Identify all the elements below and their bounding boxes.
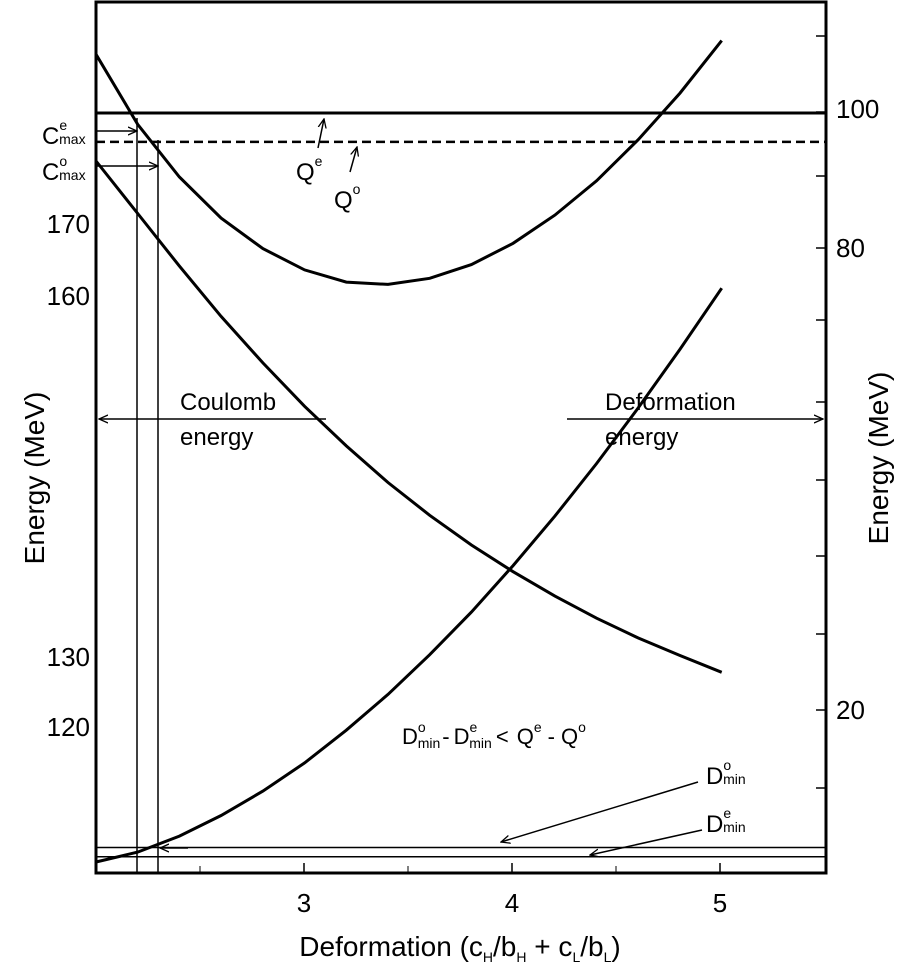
- x-tick-label-3: 3: [297, 888, 311, 918]
- d-min-e-label: De min: [706, 805, 746, 838]
- q-o-label: Qo: [334, 181, 361, 214]
- x-tick-label-4: 4: [505, 888, 519, 918]
- left-tick-label-130: 130: [47, 642, 90, 672]
- q-o-arrow: [349, 147, 357, 173]
- c-max-e-label: Ce max: [42, 117, 86, 150]
- x-axis-title: Deformation (cH/bH + cL/bL): [299, 931, 620, 965]
- q-e-label: Qe: [296, 153, 323, 186]
- d-min-o-arrow: [501, 781, 699, 842]
- c-max-o-label: Co max: [42, 153, 86, 186]
- q-e-arrow: [317, 119, 324, 149]
- deformation-label-line1: Deformation: [605, 389, 736, 416]
- right-tick-label-80: 80: [836, 233, 865, 263]
- right-axis-title: Energy (MeV): [863, 372, 894, 545]
- right-tick-label-20: 20: [836, 695, 865, 725]
- d-min-e-arrow: [590, 829, 703, 855]
- coulomb-label-line2: energy: [180, 424, 253, 451]
- plot-frame: [94, 0, 828, 875]
- bottom-axis-ticks: [199, 863, 721, 873]
- x-tick-label-5: 5: [713, 888, 727, 918]
- total-energy-curve: [94, 39, 723, 286]
- d-min-o-label: Do min: [706, 757, 746, 790]
- right-axis-ticks: [816, 35, 826, 789]
- deformation-energy-curve: [95, 287, 723, 864]
- left-tick-label-120: 120: [47, 712, 90, 742]
- left-axis-title: Energy (MeV): [19, 392, 50, 565]
- inequality-formula: Do min- De min < Qe - Qo: [402, 719, 586, 751]
- coulomb-label-line1: Coulomb: [180, 389, 276, 416]
- left-tick-label-170: 170: [47, 209, 90, 239]
- left-tick-label-160: 160: [47, 281, 90, 311]
- deformation-label-line2: energy: [605, 424, 678, 451]
- coulomb-energy-curve: [94, 160, 723, 674]
- right-tick-label-100: 100: [836, 94, 879, 124]
